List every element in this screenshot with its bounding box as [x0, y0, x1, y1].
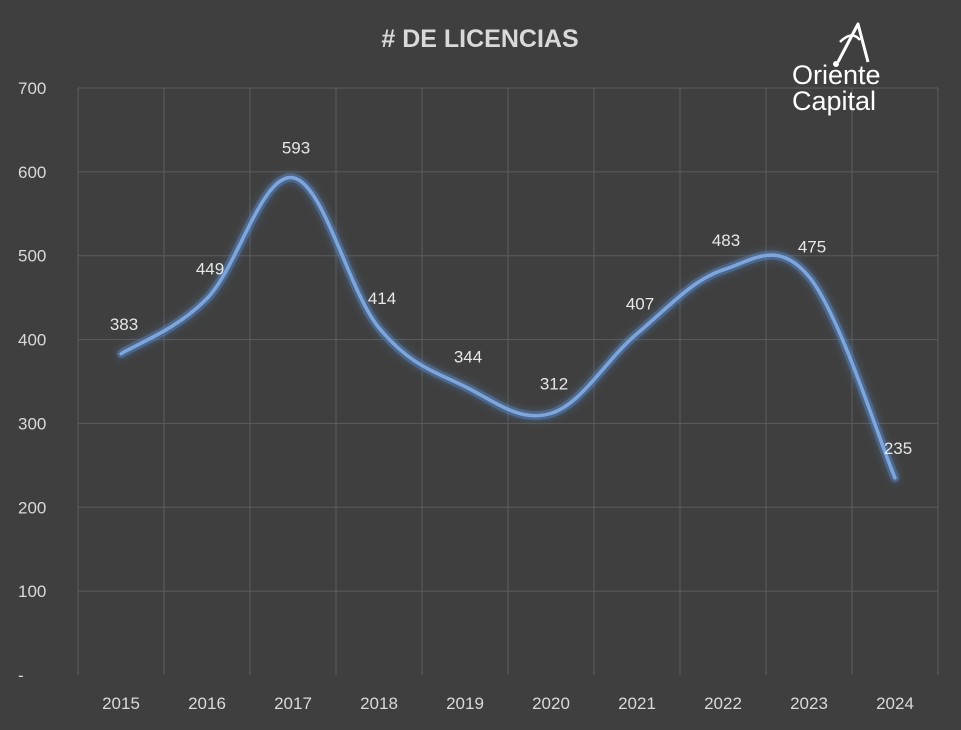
x-tick-label: 2018: [360, 694, 398, 713]
data-point-2022: [722, 269, 724, 271]
data-point-2019: [464, 386, 466, 388]
data-label-2017: 593: [282, 139, 310, 158]
chart-title: # DE LICENCIAS: [381, 25, 578, 53]
y-tick-label: -: [18, 666, 24, 685]
y-tick-label: 700: [18, 79, 46, 98]
y-tick-label: 200: [18, 498, 46, 517]
y-tick-label: 100: [18, 582, 46, 601]
y-tick-label: 400: [18, 331, 46, 350]
data-label-2015: 383: [110, 315, 138, 334]
y-axis-ticks: - 100 200 300 400 500 600 700: [18, 79, 46, 685]
data-point-2021: [636, 333, 638, 335]
data-label-2023: 475: [798, 238, 826, 257]
data-label-2020: 312: [540, 374, 568, 393]
data-labels: 383 449 593 414 344 312 407 483 475 235: [110, 139, 912, 458]
y-tick-label: 300: [18, 414, 46, 433]
data-label-2016: 449: [196, 259, 224, 278]
data-point-2016: [206, 297, 208, 299]
data-point-2015: [120, 353, 122, 355]
series-line-group: [116, 173, 900, 483]
series-line: [119, 175, 897, 480]
oriente-capital-logo: Oriente Capital: [792, 22, 881, 116]
x-tick-label: 2016: [188, 694, 226, 713]
x-tick-label: 2017: [274, 694, 312, 713]
data-label-2019: 344: [454, 348, 482, 367]
logo-mark-icon: [833, 22, 870, 67]
x-tick-label: 2023: [790, 694, 828, 713]
x-axis-ticks: 2015 2016 2017 2018 2019 2020 2021 2022 2023 2024: [102, 694, 914, 713]
x-tick-label: 2020: [532, 694, 570, 713]
x-tick-label: 2019: [446, 694, 484, 713]
data-point-2020: [550, 412, 552, 414]
logo-text-line2: Capital: [792, 86, 876, 116]
data-label-2024: 235: [884, 439, 912, 458]
data-label-2018: 414: [368, 289, 396, 308]
data-label-2021: 407: [626, 295, 654, 314]
x-tick-label: 2015: [102, 694, 140, 713]
x-tick-label: 2022: [704, 694, 742, 713]
data-point-2024: [894, 477, 896, 479]
y-tick-label: 600: [18, 163, 46, 182]
data-label-2022: 483: [712, 231, 740, 250]
gridlines: [77, 87, 939, 675]
data-point-2018: [378, 327, 380, 329]
y-tick-label: 500: [18, 247, 46, 266]
data-point-2023: [808, 276, 810, 278]
x-tick-label: 2024: [876, 694, 914, 713]
logo-text-line1: Oriente: [792, 60, 881, 90]
data-point-2017: [292, 177, 294, 179]
x-tick-label: 2021: [618, 694, 656, 713]
